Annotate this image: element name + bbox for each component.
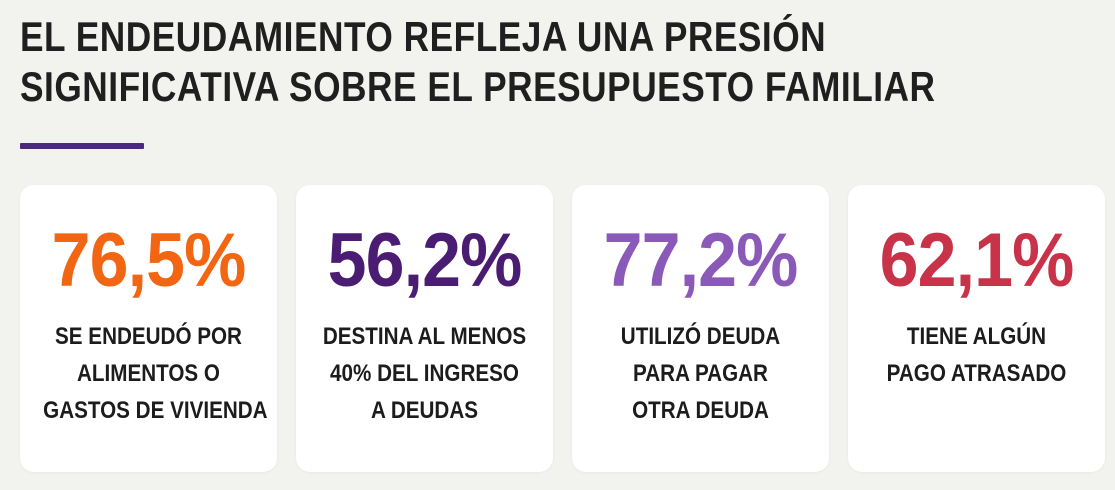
stat-value: 77,2% bbox=[603, 218, 799, 303]
title-line-2: SIGNIFICATIVA SOBRE EL PRESUPUESTO FAMIL… bbox=[20, 63, 936, 110]
stat-description: UTILIZÓ DEUDA PARA PAGAR OTRA DEUDA bbox=[578, 318, 823, 429]
stat-description-line: UTILIZÓ DEUDA bbox=[620, 323, 781, 350]
stat-cards: 76,5% SE ENDEUDÓ POR ALIMENTOS O GASTOS … bbox=[20, 185, 1105, 472]
stat-description: DESTINA AL MENOS 40% DEL INGRESO A DEUDA… bbox=[302, 318, 547, 429]
stat-value: 76,5% bbox=[51, 218, 247, 303]
title-accent-divider bbox=[20, 143, 144, 149]
stat-description-line: OTRA DEUDA bbox=[632, 397, 769, 424]
stat-description-line: ALIMENTOS O bbox=[77, 360, 220, 387]
stat-description-line: SE ENDEUDÓ POR bbox=[55, 323, 242, 350]
stat-description-line: GASTOS DE VIVIENDA bbox=[43, 397, 268, 424]
stat-description: TIENE ALGÚN PAGO ATRASADO bbox=[854, 318, 1099, 392]
stat-description-line: TIENE ALGÚN bbox=[906, 323, 1047, 350]
stat-value: 62,1% bbox=[879, 218, 1075, 303]
stat-card-food-housing: 76,5% SE ENDEUDÓ POR ALIMENTOS O GASTOS … bbox=[20, 185, 277, 472]
stat-description-line: PARA PAGAR bbox=[633, 360, 768, 387]
stat-description-line: PAGO ATRASADO bbox=[886, 360, 1067, 387]
stat-description: SE ENDEUDÓ POR ALIMENTOS O GASTOS DE VIV… bbox=[26, 318, 271, 429]
page-title: EL ENDEUDAMIENTO REFLEJA UNA PRESIÓN SIG… bbox=[20, 12, 1100, 112]
stat-description-line: 40% DEL INGRESO bbox=[330, 360, 519, 387]
stat-card-income-to-debt: 56,2% DESTINA AL MENOS 40% DEL INGRESO A… bbox=[296, 185, 553, 472]
stat-card-debt-for-debt: 77,2% UTILIZÓ DEUDA PARA PAGAR OTRA DEUD… bbox=[572, 185, 829, 472]
stat-description-line: DESTINA AL MENOS bbox=[322, 323, 527, 350]
stat-description-line: A DEUDAS bbox=[370, 397, 479, 424]
stat-card-late-payment: 62,1% TIENE ALGÚN PAGO ATRASADO bbox=[848, 185, 1105, 472]
title-line-1: EL ENDEUDAMIENTO REFLEJA UNA PRESIÓN bbox=[20, 13, 827, 60]
stat-value: 56,2% bbox=[327, 218, 523, 303]
